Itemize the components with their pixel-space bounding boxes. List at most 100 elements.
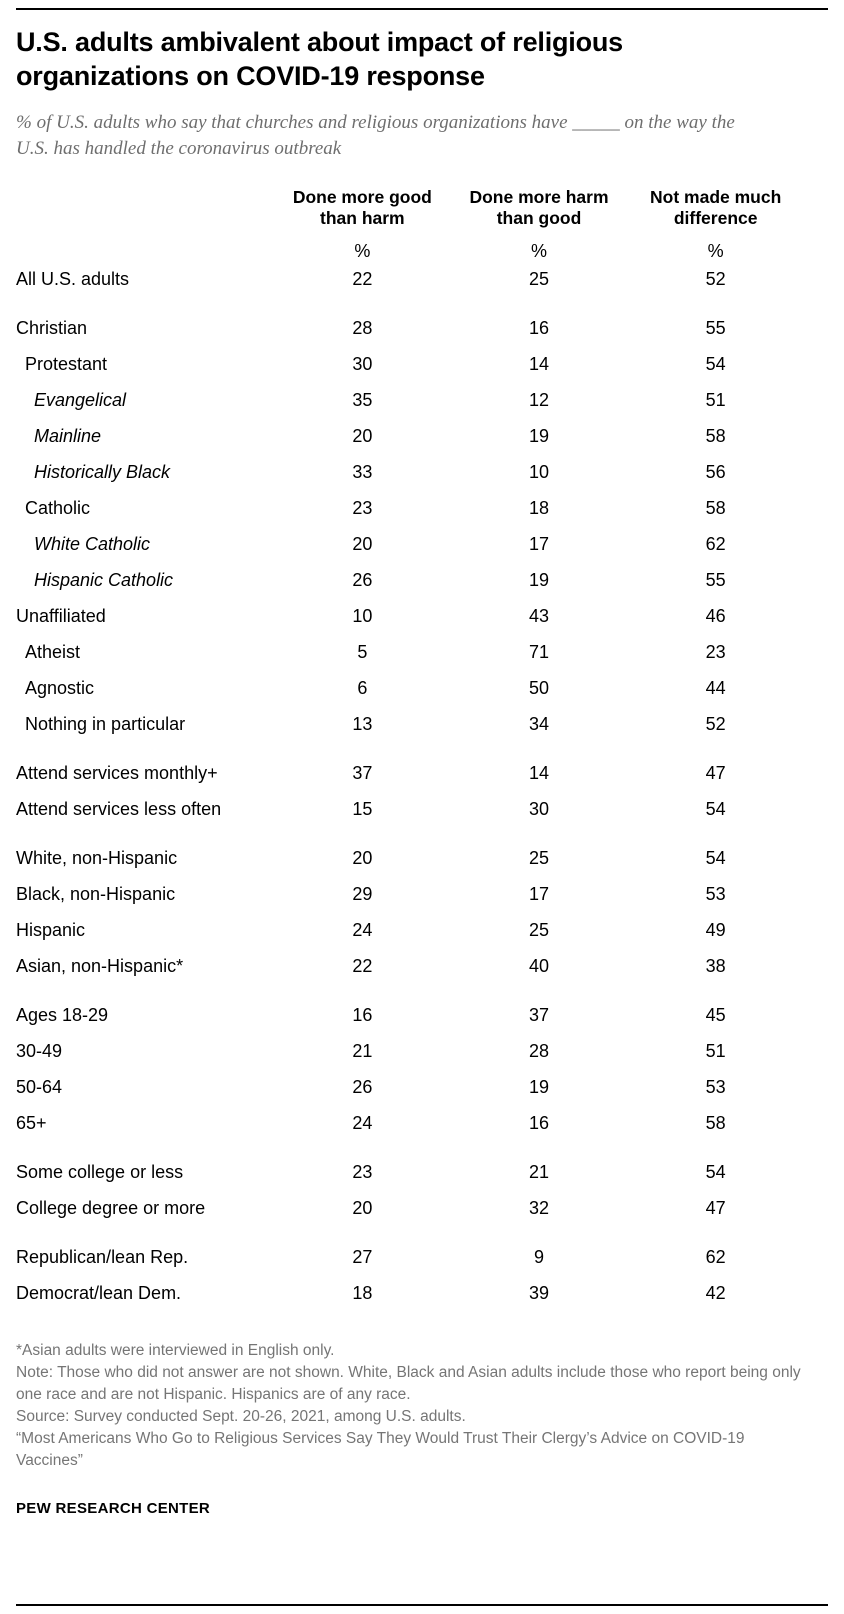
cell-value: 37 xyxy=(352,763,373,784)
cell-value: 53 xyxy=(705,884,726,905)
cell-value: 20 xyxy=(352,426,373,447)
row-label: Hispanic Catholic xyxy=(34,570,174,591)
row-label: Mainline xyxy=(34,426,102,447)
percent-sign: % xyxy=(530,240,547,261)
table-row: Mainline 20 19 58 xyxy=(16,419,804,455)
cell-value: 24 xyxy=(352,1113,373,1134)
cell-value: 42 xyxy=(705,1283,726,1304)
row-label: Democrat/lean Dem. xyxy=(16,1283,182,1304)
cell-value: 14 xyxy=(528,354,549,375)
footnotes: *Asian adults were interviewed in Englis… xyxy=(16,1340,806,1472)
column-header-harm: Done more harm than good xyxy=(469,186,609,228)
chart-subtitle: % of U.S. adults who say that churches a… xyxy=(16,111,735,160)
table-row: Unaffiliated 10 43 46 xyxy=(16,599,804,635)
cell-value: 38 xyxy=(705,956,726,977)
cell-value: 37 xyxy=(528,1005,549,1026)
cell-value: 56 xyxy=(705,462,726,483)
page-title: U.S. adults ambivalent about impact of r… xyxy=(16,27,623,91)
percent-sign: % xyxy=(354,240,371,261)
cell-value: 25 xyxy=(528,269,549,290)
cell-value: 20 xyxy=(352,534,373,555)
footnote-note: Note: Those who did not answer are not s… xyxy=(16,1363,801,1403)
table-row: Democrat/lean Dem. 18 39 42 xyxy=(16,1276,804,1312)
table-row: Hispanic 24 25 49 xyxy=(16,913,804,949)
cell-value: 15 xyxy=(352,799,373,820)
table-header-row: Done more good than harm Done more harm … xyxy=(16,187,804,229)
row-label: White Catholic xyxy=(34,534,151,555)
table-row: Republican/lean Rep. 27 9 62 xyxy=(16,1240,804,1276)
row-label: Some college or less xyxy=(16,1162,184,1183)
cell-value: 30 xyxy=(528,799,549,820)
cell-value: 21 xyxy=(528,1162,549,1183)
row-label: 50-64 xyxy=(16,1077,63,1098)
cell-value: 23 xyxy=(352,498,373,519)
table-row: 30-49 21 28 51 xyxy=(16,1034,804,1070)
column-header-good: Done more good than harm xyxy=(292,186,432,228)
table-row: College degree or more 20 32 47 xyxy=(16,1191,804,1227)
table-row: Protestant 30 14 54 xyxy=(16,347,804,383)
cell-value: 29 xyxy=(352,884,373,905)
cell-value: 19 xyxy=(528,1077,549,1098)
cell-value: 58 xyxy=(705,1113,726,1134)
cell-value: 35 xyxy=(352,390,373,411)
row-label: All U.S. adults xyxy=(16,269,130,290)
cell-value: 55 xyxy=(705,570,726,591)
cell-value: 45 xyxy=(705,1005,726,1026)
cell-value: 17 xyxy=(528,884,549,905)
row-label: Unaffiliated xyxy=(16,606,106,627)
cell-value: 24 xyxy=(352,920,373,941)
cell-value: 27 xyxy=(352,1247,373,1268)
table-row: Asian, non-Hispanic* 22 40 38 xyxy=(16,949,804,985)
data-table: Done more good than harm Done more harm … xyxy=(16,187,828,1312)
cell-value: 26 xyxy=(352,1077,373,1098)
cell-value: 6 xyxy=(357,678,368,699)
cell-value: 22 xyxy=(352,269,373,290)
cell-value: 28 xyxy=(352,318,373,339)
cell-value: 13 xyxy=(352,714,373,735)
cell-value: 49 xyxy=(705,920,726,941)
cell-value: 39 xyxy=(528,1283,549,1304)
row-label: Asian, non-Hispanic* xyxy=(16,956,184,977)
table-row: Some college or less 23 21 54 xyxy=(16,1155,804,1191)
table-row: Nothing in particular 13 34 52 xyxy=(16,707,804,743)
cell-value: 23 xyxy=(352,1162,373,1183)
cell-value: 51 xyxy=(705,390,726,411)
cell-value: 21 xyxy=(352,1041,373,1062)
row-label: Atheist xyxy=(25,642,81,663)
table-row: 65+ 24 16 58 xyxy=(16,1106,804,1142)
cell-value: 18 xyxy=(528,498,549,519)
cell-value: 5 xyxy=(357,642,368,663)
cell-value: 20 xyxy=(352,1198,373,1219)
cell-value: 62 xyxy=(705,534,726,555)
row-label: White, non-Hispanic xyxy=(16,848,178,869)
cell-value: 62 xyxy=(705,1247,726,1268)
cell-value: 30 xyxy=(352,354,373,375)
cell-value: 54 xyxy=(705,354,726,375)
table-row: Catholic 23 18 58 xyxy=(16,491,804,527)
cell-value: 33 xyxy=(352,462,373,483)
cell-value: 25 xyxy=(528,848,549,869)
row-label: Christian xyxy=(16,318,88,339)
cell-value: 19 xyxy=(528,426,549,447)
row-label: Attend services less often xyxy=(16,799,222,820)
column-header-difference: Not made much difference xyxy=(650,186,782,228)
cell-value: 43 xyxy=(528,606,549,627)
table-row: All U.S. adults 22 25 52 xyxy=(16,262,804,298)
cell-value: 22 xyxy=(352,956,373,977)
cell-value: 16 xyxy=(528,318,549,339)
cell-value: 47 xyxy=(705,1198,726,1219)
table-row: Christian 28 16 55 xyxy=(16,311,804,347)
row-label: College degree or more xyxy=(16,1198,206,1219)
cell-value: 44 xyxy=(705,678,726,699)
row-label: Agnostic xyxy=(25,678,95,699)
row-label: 65+ xyxy=(16,1113,47,1134)
cell-value: 52 xyxy=(705,714,726,735)
cell-value: 25 xyxy=(528,920,549,941)
cell-value: 28 xyxy=(528,1041,549,1062)
cell-value: 34 xyxy=(528,714,549,735)
cell-value: 51 xyxy=(705,1041,726,1062)
table-row: Historically Black 33 10 56 xyxy=(16,455,804,491)
cell-value: 17 xyxy=(528,534,549,555)
footnote-report-title: “Most Americans Who Go to Religious Serv… xyxy=(16,1429,745,1469)
cell-value: 14 xyxy=(528,763,549,784)
